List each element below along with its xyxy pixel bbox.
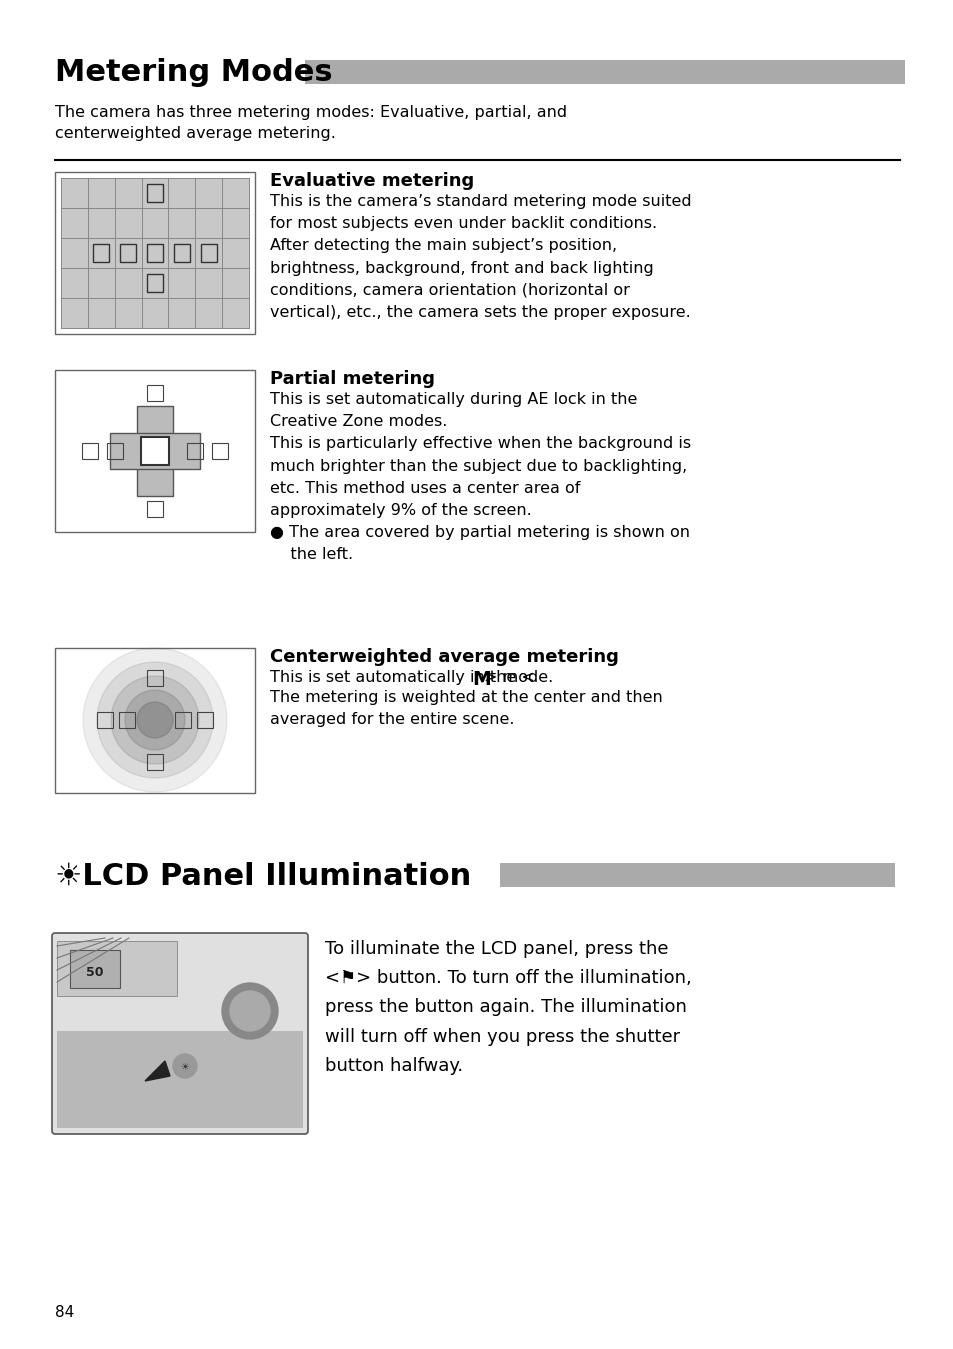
- Text: 50: 50: [86, 966, 104, 979]
- Circle shape: [83, 648, 227, 792]
- FancyBboxPatch shape: [57, 942, 177, 996]
- Text: > mode.: > mode.: [484, 670, 553, 685]
- FancyBboxPatch shape: [52, 934, 308, 1135]
- Polygon shape: [145, 1062, 170, 1081]
- FancyBboxPatch shape: [137, 406, 172, 496]
- FancyBboxPatch shape: [499, 863, 894, 888]
- Text: This is set automatically during AE lock in the
Creative Zone modes.
This is par: This is set automatically during AE lock…: [270, 393, 690, 563]
- Text: Evaluative metering: Evaluative metering: [270, 173, 474, 190]
- FancyBboxPatch shape: [57, 1031, 303, 1128]
- FancyBboxPatch shape: [141, 437, 169, 465]
- Text: Metering Modes: Metering Modes: [55, 58, 333, 86]
- Circle shape: [222, 983, 277, 1039]
- Text: To illuminate the LCD panel, press the
<⚑> button. To turn off the illumination,: To illuminate the LCD panel, press the <…: [325, 940, 691, 1075]
- FancyBboxPatch shape: [110, 433, 200, 469]
- Text: The metering is weighted at the center and then
averaged for the entire scene.: The metering is weighted at the center a…: [270, 689, 662, 727]
- FancyBboxPatch shape: [55, 173, 254, 335]
- FancyBboxPatch shape: [70, 950, 120, 987]
- Circle shape: [125, 689, 185, 750]
- Text: Partial metering: Partial metering: [270, 370, 435, 389]
- Circle shape: [97, 662, 213, 778]
- Circle shape: [172, 1054, 196, 1078]
- FancyBboxPatch shape: [55, 648, 254, 793]
- Text: ☀: ☀: [180, 1062, 190, 1072]
- Circle shape: [230, 992, 270, 1031]
- Text: This is set automatically in the <: This is set automatically in the <: [270, 670, 535, 685]
- Circle shape: [111, 676, 199, 764]
- Text: The camera has three metering modes: Evaluative, partial, and
centerweighted ave: The camera has three metering modes: Eva…: [55, 105, 566, 142]
- FancyBboxPatch shape: [61, 178, 249, 328]
- Circle shape: [137, 701, 172, 738]
- Text: This is the camera’s standard metering mode suited
for most subjects even under : This is the camera’s standard metering m…: [270, 194, 691, 320]
- Text: ☀LCD Panel Illumination: ☀LCD Panel Illumination: [55, 862, 471, 890]
- Text: M: M: [472, 670, 491, 689]
- FancyBboxPatch shape: [305, 59, 904, 84]
- Text: Centerweighted average metering: Centerweighted average metering: [270, 648, 618, 666]
- FancyBboxPatch shape: [55, 370, 254, 532]
- Text: 84: 84: [55, 1304, 74, 1321]
